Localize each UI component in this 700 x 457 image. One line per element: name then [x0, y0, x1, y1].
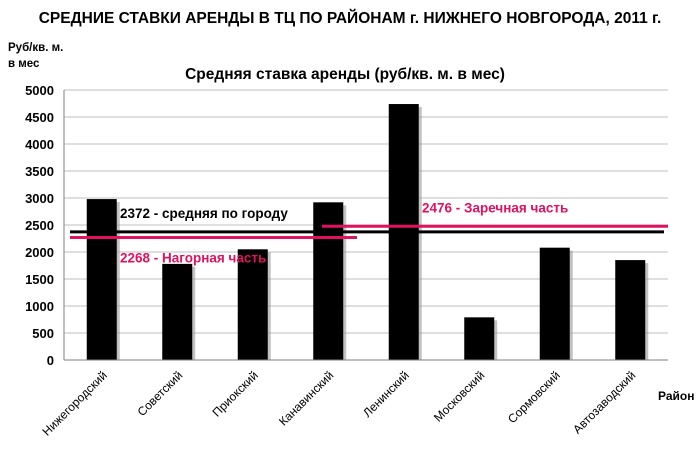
- x-tick-label: Канавинский: [276, 368, 336, 428]
- bar-fill: [86, 199, 117, 360]
- page-title: СРЕДНИЕ СТАВКИ АРЕНДЫ В ТЦ ПО РАЙОНАМ г.…: [39, 9, 662, 27]
- x-axis-ticks: Нижегородский Советский Приокский Канавинск…: [39, 368, 638, 438]
- bar-fill: [313, 202, 344, 360]
- x-tick-label: Автозаводский: [570, 368, 638, 436]
- reference-line-label: 2476 - Заречная часть: [422, 200, 568, 215]
- y-axis-label-line1: Руб/кв. м.: [8, 42, 63, 54]
- bar-fill: [464, 317, 495, 360]
- bar-fill: [615, 260, 646, 360]
- y-tick-label: 500: [32, 326, 54, 341]
- y-tick-label: 3000: [25, 191, 54, 206]
- bar-fill: [162, 263, 193, 360]
- y-tick-label: 5000: [25, 83, 54, 98]
- bar: [539, 247, 573, 360]
- bar: [86, 199, 120, 360]
- y-tick-label: 2000: [25, 245, 54, 260]
- y-tick-label: 4000: [25, 137, 54, 152]
- reference-lines: 2372 - средняя по городу 2268 - Нагорная …: [70, 200, 668, 266]
- axes: [63, 90, 668, 361]
- x-tick-label: Московский: [431, 368, 487, 424]
- bar-fill: [237, 249, 268, 360]
- bar-fill: [539, 247, 570, 360]
- y-axis-label-line2: в мес: [8, 58, 40, 70]
- chart-title: Средняя ставка аренды (руб/кв. м. в мес): [185, 66, 505, 83]
- x-axis-label: Район: [658, 389, 694, 403]
- reference-line: 2476 - Заречная часть: [322, 200, 668, 228]
- x-tick-label: Приокский: [209, 368, 260, 419]
- reference-line: 2268 - Нагорная часть: [70, 236, 357, 266]
- y-tick-label: 2500: [25, 218, 54, 233]
- reference-line-label: 2268 - Нагорная часть: [120, 251, 266, 266]
- bar: [615, 260, 649, 360]
- bar: [464, 317, 498, 360]
- y-tick-label: 0: [47, 353, 54, 368]
- y-tick-label: 4500: [25, 110, 54, 125]
- x-tick-label: Сормовский: [505, 368, 563, 426]
- x-tick-label: Нижегородский: [39, 368, 109, 438]
- bar: [162, 263, 196, 360]
- y-axis-ticks: 0 500 1000 1500 2000 2500 3000 3500 4000 4500 5000: [25, 83, 54, 368]
- bars: [86, 104, 649, 360]
- y-tick-label: 3500: [25, 164, 54, 179]
- y-tick-label: 1000: [25, 299, 54, 314]
- y-tick-label: 1500: [25, 272, 54, 287]
- reference-line-label: 2372 - средняя по городу: [120, 206, 288, 221]
- x-tick-label: Советский: [135, 368, 186, 419]
- x-tick-label: Ленинский: [360, 368, 412, 420]
- reference-line: 2372 - средняя по городу: [70, 206, 664, 234]
- bar: [237, 249, 271, 360]
